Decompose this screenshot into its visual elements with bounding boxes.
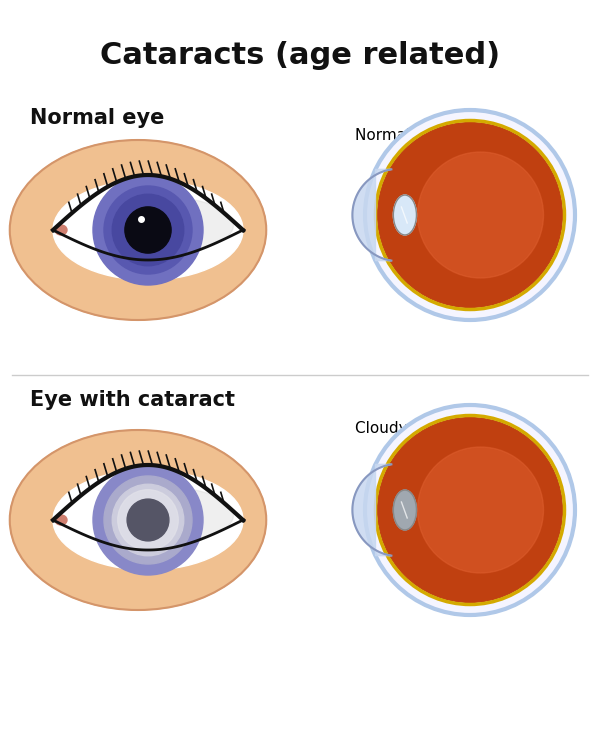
Circle shape [104,186,192,274]
Circle shape [365,405,575,615]
Circle shape [104,476,192,564]
Ellipse shape [101,198,233,253]
Circle shape [125,207,171,253]
Ellipse shape [53,180,243,280]
Ellipse shape [101,487,233,542]
Circle shape [93,175,203,285]
Circle shape [93,465,203,575]
Circle shape [127,499,169,541]
Circle shape [365,110,575,320]
Circle shape [112,484,184,556]
Circle shape [418,152,544,278]
Ellipse shape [55,225,67,235]
Text: Cataracts (age related): Cataracts (age related) [100,41,500,69]
Polygon shape [352,170,391,261]
Text: Normal lens: Normal lens [355,128,446,212]
Text: Cloudy lens: Cloudy lens [355,421,444,507]
Polygon shape [352,464,391,556]
Circle shape [377,418,562,602]
Text: Normal eye: Normal eye [30,108,164,128]
Ellipse shape [10,140,266,320]
Ellipse shape [394,195,416,235]
Ellipse shape [53,470,243,570]
Ellipse shape [55,515,67,525]
Circle shape [418,447,544,573]
Circle shape [118,490,178,551]
Circle shape [112,195,184,266]
Ellipse shape [394,490,416,530]
Text: Eye with cataract: Eye with cataract [30,390,235,410]
Circle shape [377,122,562,307]
Ellipse shape [10,430,266,610]
